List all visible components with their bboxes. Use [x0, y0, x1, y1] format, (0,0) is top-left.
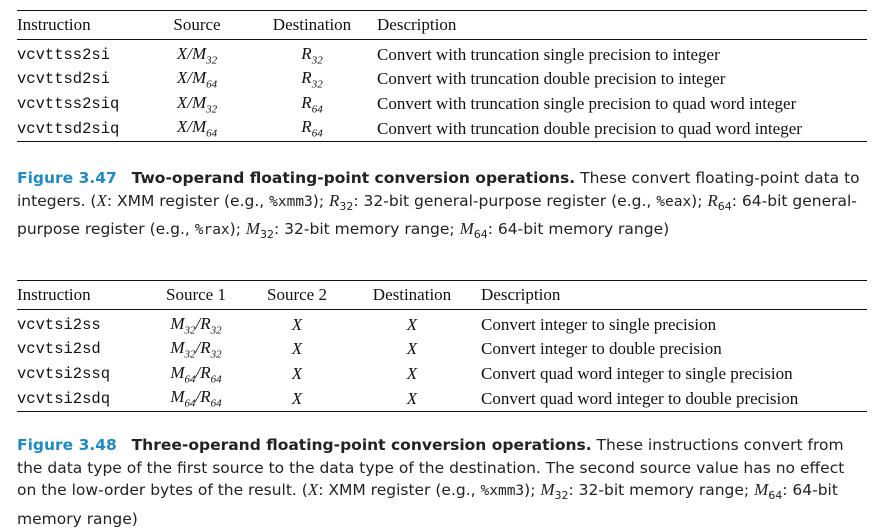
col-header-description: Description — [481, 280, 867, 310]
cell-destination: X — [406, 338, 418, 358]
cell-instruction: vcvtsi2sdq — [17, 389, 111, 408]
col-header-destination: Destination — [343, 280, 481, 310]
table-row: vcvttss2siq X/M32 R64 Convert with trunc… — [17, 91, 867, 116]
table-row: vcvtsi2sdq M64/R64 X X Convert quad word… — [17, 386, 867, 412]
col-header-instruction: Instruction — [17, 10, 147, 40]
cell-source-1: M64/R64 — [170, 387, 222, 410]
table-row: vcvttsd2siq X/M64 R64 Convert with trunc… — [17, 116, 867, 142]
table-row: vcvtsi2ss M32/R32 X X Convert integer to… — [17, 310, 867, 337]
cell-destination: X — [406, 388, 418, 408]
table-row: vcvttss2si X/M32 R32 Convert with trunca… — [17, 40, 867, 67]
col-header-source-2: Source 2 — [251, 280, 343, 310]
table-fig-3-47: Instruction Source Destination Descripti… — [17, 10, 867, 142]
table-row: vcvtsi2ssq M64/R64 X X Convert quad word… — [17, 361, 867, 386]
figure-number: Figure 3.47 — [17, 169, 117, 187]
cell-instruction: vcvttsd2si — [17, 69, 111, 88]
table-row: vcvtsi2sd M32/R32 X X Convert integer to… — [17, 336, 867, 361]
col-header-instruction: Instruction — [17, 280, 141, 310]
cell-source: X/M64 — [176, 67, 218, 91]
cell-instruction: vcvtsi2sd — [17, 339, 101, 358]
cell-destination: R32 — [301, 67, 323, 91]
cell-description: Convert with truncation single precision… — [377, 45, 720, 65]
cell-source-1: M64/R64 — [170, 362, 222, 386]
cell-description: Convert with truncation single precision… — [377, 93, 797, 113]
cell-source: X/M64 — [176, 117, 218, 140]
cell-source-2: X — [291, 363, 303, 383]
cell-description: Convert with truncation double precision… — [377, 68, 726, 88]
cell-description: Convert integer to double precision — [481, 338, 722, 358]
cell-description: Convert quad word integer to double prec… — [481, 388, 799, 408]
cell-description: Convert integer to single precision — [481, 315, 717, 335]
figure-caption-3-48: Figure 3.48 Three-operand floating-point… — [17, 436, 845, 528]
figure-title: Two-operand floating-point conversion op… — [131, 169, 576, 187]
cell-source: X/M32 — [176, 44, 218, 67]
cell-instruction: vcvtsi2ss — [17, 316, 101, 335]
cell-source-1: M32/R32 — [170, 337, 222, 361]
cell-destination: R64 — [301, 92, 323, 116]
cell-description: Convert with truncation double precision… — [377, 118, 802, 138]
col-header-source-1: Source 1 — [141, 280, 251, 310]
cell-instruction: vcvttss2si — [17, 46, 111, 65]
col-header-source: Source — [147, 10, 247, 40]
figure-title: Three-operand floating-point conversion … — [131, 436, 592, 454]
cell-destination: X — [406, 315, 418, 335]
cell-destination: X — [406, 363, 418, 383]
cell-instruction: vcvttss2siq — [17, 94, 120, 113]
table-row: vcvttsd2si X/M64 R32 Convert with trunca… — [17, 66, 867, 91]
cell-destination: R64 — [301, 117, 323, 140]
cell-instruction: vcvttsd2siq — [17, 119, 120, 138]
cell-source-2: X — [291, 338, 303, 358]
cell-source-2: X — [291, 388, 303, 408]
col-header-destination: Destination — [247, 10, 377, 40]
cell-description: Convert quad word integer to single prec… — [481, 363, 793, 383]
figure-caption-3-47: Figure 3.47 Two-operand floating-point c… — [17, 169, 860, 242]
cell-destination: R32 — [301, 44, 323, 67]
table-fig-3-48: Instruction Source 1 Source 2 Destinatio… — [17, 280, 867, 412]
figure-number: Figure 3.48 — [17, 436, 117, 454]
cell-source-1: M32/R32 — [170, 314, 222, 337]
col-header-description: Description — [377, 10, 867, 40]
cell-source: X/M32 — [176, 92, 218, 116]
cell-instruction: vcvtsi2ssq — [17, 364, 111, 383]
cell-source-2: X — [291, 315, 303, 335]
